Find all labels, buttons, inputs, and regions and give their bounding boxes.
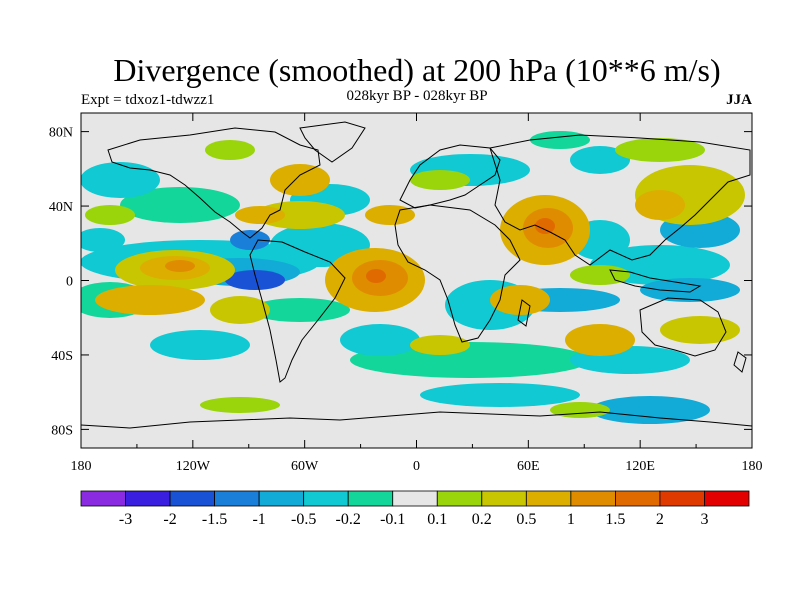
chart-title: Divergence (smoothed) at 200 hPa (10**6 … xyxy=(113,52,721,88)
field-blob xyxy=(225,270,285,290)
x-tick-label: 0 xyxy=(413,459,420,474)
x-tick-label: 60W xyxy=(291,459,319,474)
australia-outline xyxy=(639,297,727,357)
colorbar-swatch xyxy=(436,490,483,507)
period-label: 028kyr BP - 028kyr BP xyxy=(346,88,488,104)
field-blob xyxy=(635,190,685,220)
colorbar-swatch xyxy=(704,490,750,507)
field-blob xyxy=(640,278,740,302)
field-blob xyxy=(230,230,270,250)
y-tick-label: 0 xyxy=(66,275,73,290)
field-blob xyxy=(366,269,386,283)
colorbar-label: -1.5 xyxy=(202,511,227,528)
field-blob xyxy=(570,146,630,174)
colorbar-label: -1 xyxy=(252,511,265,528)
field-blob xyxy=(590,396,710,424)
x-tick-label: 120E xyxy=(625,459,655,474)
colorbar-label: 1 xyxy=(567,511,575,528)
field-blob xyxy=(150,330,250,360)
experiment-label: Expt = tdxoz1-tdwzz1 xyxy=(81,92,215,108)
field-blob xyxy=(120,187,240,223)
field-blob xyxy=(340,324,420,356)
field-blob xyxy=(615,138,705,162)
antarctica-outline xyxy=(81,411,752,429)
x-tick-label: 180 xyxy=(71,459,92,474)
colorbar-swatch xyxy=(169,490,215,507)
field-blob xyxy=(410,170,470,190)
x-axis: 180 120W 60W 0 60E 120E 180 xyxy=(71,113,763,474)
field-blob xyxy=(81,162,160,198)
y-tick-label: 80S xyxy=(51,423,73,438)
map-area xyxy=(81,113,752,448)
season-label: JJA xyxy=(726,92,752,108)
colorbar-label: -0.5 xyxy=(291,511,316,528)
colorbar-swatch xyxy=(659,490,705,507)
colorbar-label: 0.2 xyxy=(472,511,492,528)
y-axis: 80N 40N 0 40S 80S xyxy=(49,126,752,438)
field-blob xyxy=(250,298,350,322)
field-blob xyxy=(85,205,135,225)
asia-outline xyxy=(489,134,751,266)
coastlines xyxy=(81,121,752,429)
colorbar-swatch xyxy=(347,490,394,507)
colorbar-label: -0.2 xyxy=(336,511,361,528)
indonesia-outline xyxy=(609,269,702,293)
colorbar-label: -3 xyxy=(119,511,132,528)
field-blob xyxy=(535,218,555,234)
north-america-outline xyxy=(107,127,321,239)
field-blob xyxy=(565,324,635,356)
colorbar-label: 0.1 xyxy=(427,511,447,528)
colorbar-label: 0.5 xyxy=(516,511,536,528)
field-blob xyxy=(270,164,330,196)
colorbar-swatch xyxy=(525,490,572,507)
colorbar-swatch xyxy=(615,490,661,507)
field-blob xyxy=(350,342,590,378)
colorbar-swatch xyxy=(125,490,171,507)
colorbar-label: -0.1 xyxy=(380,511,405,528)
y-tick-label: 80N xyxy=(49,126,73,141)
colorbar-swatch xyxy=(258,490,305,507)
colorbar-label: 2 xyxy=(656,511,664,528)
field-blob xyxy=(365,205,415,225)
y-tick-label: 40N xyxy=(49,200,73,215)
field-blob xyxy=(205,140,255,160)
field-blob xyxy=(410,335,470,355)
colorbar-label: -2 xyxy=(163,511,176,528)
field-blob xyxy=(420,383,580,407)
field-blob xyxy=(200,397,280,413)
colorbar-swatch xyxy=(392,490,438,507)
madagascar-outline xyxy=(517,299,531,327)
africa-outline xyxy=(394,204,521,343)
colorbar-swatch xyxy=(214,490,260,507)
colorbar-swatch xyxy=(80,490,126,507)
field-blob xyxy=(81,228,125,252)
field-blob xyxy=(210,296,270,324)
field-blob xyxy=(165,260,195,272)
field-blob xyxy=(660,316,740,344)
greenland-outline xyxy=(299,121,366,163)
x-tick-label: 60E xyxy=(517,459,540,474)
field-blob xyxy=(530,131,590,149)
x-tick-label: 120W xyxy=(176,459,211,474)
y-tick-label: 40S xyxy=(51,349,73,364)
colorbar-swatch xyxy=(303,490,349,507)
field-blob xyxy=(95,285,205,315)
new-zealand-outline xyxy=(733,351,747,373)
colorbar-label: 1.5 xyxy=(605,511,625,528)
field-blob xyxy=(550,402,610,418)
colorbar-swatch xyxy=(481,490,527,507)
field-blob xyxy=(255,201,345,229)
field-blob xyxy=(490,285,550,315)
colorbar-swatch xyxy=(570,490,616,507)
x-tick-label: 180 xyxy=(742,459,763,474)
colorbar: -3 -2 -1.5 -1 -0.5 -0.2 -0.1 0.1 0.2 0.5 1 1.5 2 3 xyxy=(80,490,750,528)
europe-outline xyxy=(399,144,501,209)
field-blob xyxy=(235,206,285,224)
colorbar-label: 3 xyxy=(700,511,708,528)
south-america-outline xyxy=(249,239,346,383)
